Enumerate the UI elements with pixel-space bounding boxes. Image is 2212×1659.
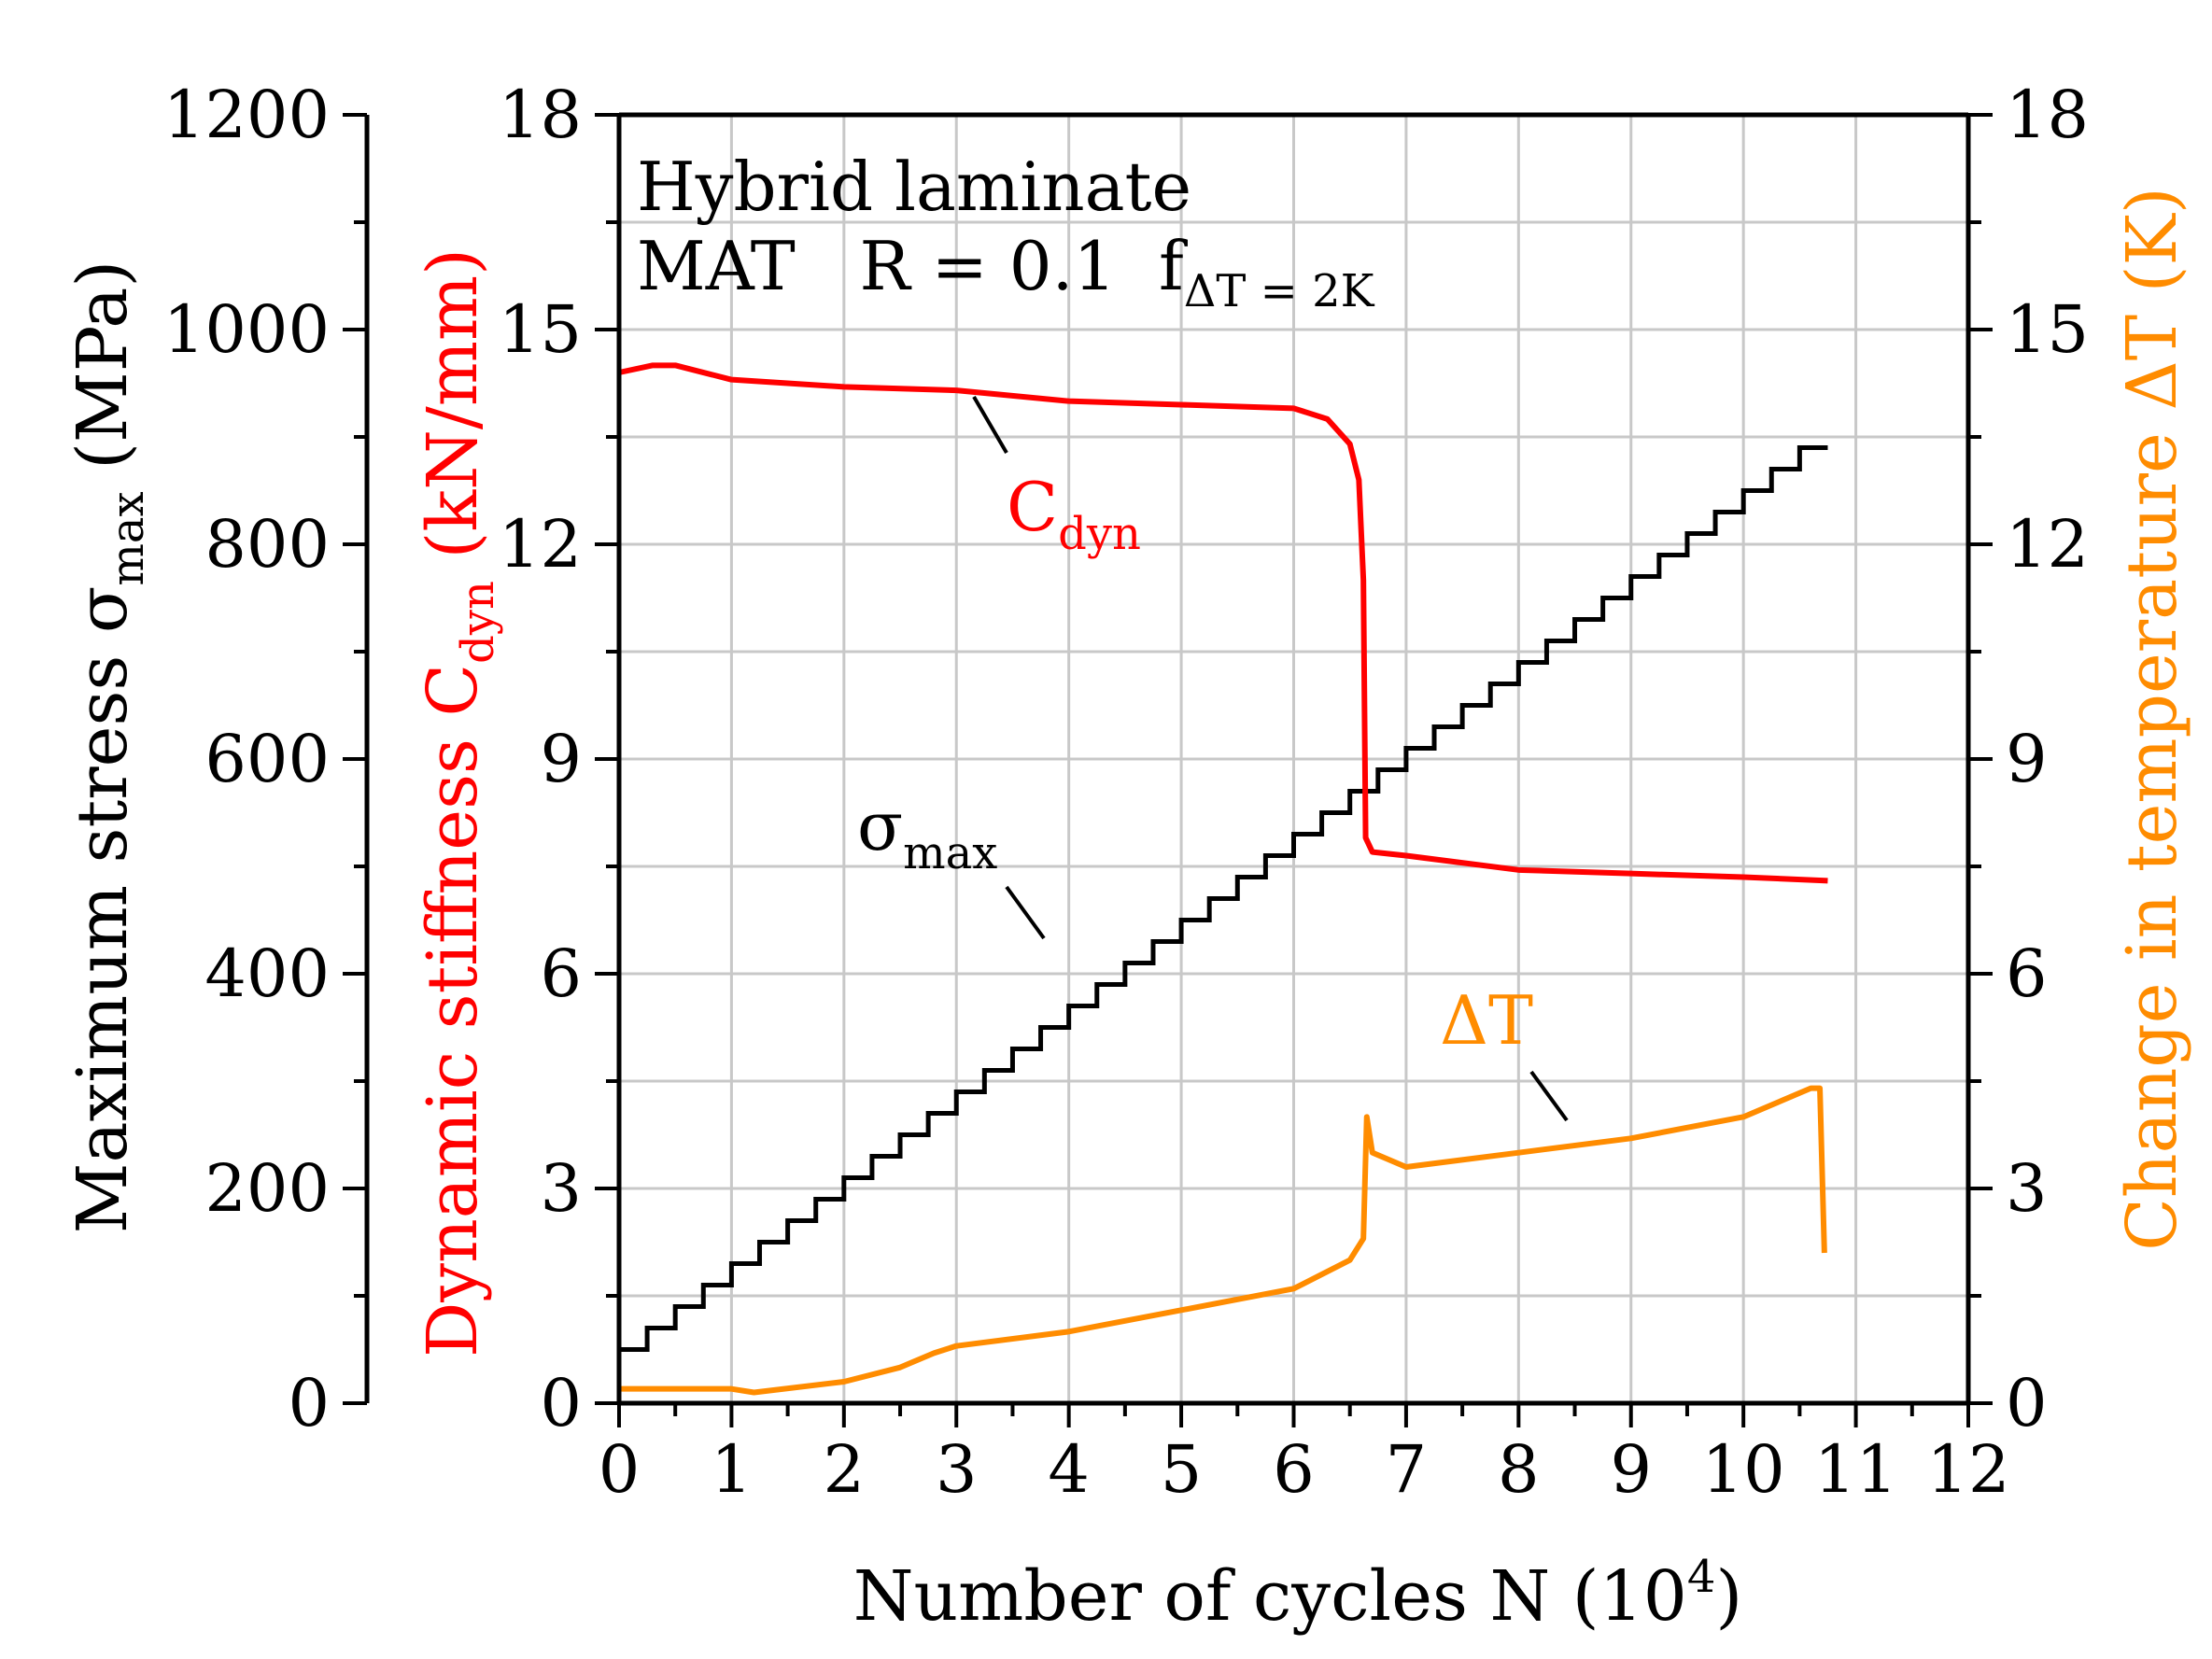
x-tick-label: 4 <box>1048 1431 1090 1508</box>
x-axis-title: Number of cycles N (104) <box>853 1551 1742 1637</box>
stress-tick-label: 1000 <box>163 291 330 368</box>
annotation-cdyn: Cdyn <box>1007 468 1141 560</box>
x-tick-label: 11 <box>1814 1431 1897 1508</box>
temperature-tick-label: 6 <box>2006 935 2048 1012</box>
x-tick-label: 2 <box>824 1431 866 1508</box>
temperature-tick-label: 12 <box>2006 506 2089 583</box>
axes: 0 1 2 3 4 5 6 7 8 9 10 11 12036912151802004006008001… <box>163 77 2089 1508</box>
stress-axis-title: Maximum stress σmax (MPa) <box>63 260 154 1234</box>
stress-tick-label: 600 <box>204 721 330 797</box>
x-tick-label: 5 <box>1161 1431 1203 1508</box>
x-tick-label: 8 <box>1498 1431 1540 1508</box>
stress-tick-label: 400 <box>204 935 330 1012</box>
stiffness-axis-title-main: Dynamic stiffness C <box>413 664 493 1357</box>
series-cdyn <box>618 362 1828 884</box>
temperature-tick-label: 9 <box>2006 721 2048 797</box>
x-tick-label: 12 <box>1926 1431 2009 1508</box>
leader-sigma <box>1005 885 1046 940</box>
stress-tick-label: 200 <box>204 1150 330 1227</box>
title-line-1: Hybrid laminate <box>637 148 1191 226</box>
grid <box>619 115 1968 1403</box>
leader-cdyn <box>972 395 1008 455</box>
annotation-cdyn-sub: dyn <box>1058 508 1141 560</box>
stress-tick-label: 1200 <box>163 77 330 153</box>
title-line-2: MAT R = 0.1 fΔT = 2K <box>637 227 1375 317</box>
x-tick-label: 9 <box>1610 1431 1652 1508</box>
temperature-tick-label: 15 <box>2006 291 2089 368</box>
stiffness-tick-label: 18 <box>499 77 582 153</box>
x-tick-label: 0 <box>599 1431 641 1508</box>
x-tick-label: 6 <box>1273 1431 1315 1508</box>
temperature-tick-label: 3 <box>2006 1150 2048 1227</box>
annotation-sigma: σmax <box>857 787 997 879</box>
annotation-sigma-main: σ <box>857 787 903 865</box>
stress-axis-title-end: (MPa) <box>63 260 143 492</box>
x-axis-title-sup: 4 <box>1687 1551 1716 1603</box>
stiffness-axis-title: Dynamic stiffness Cdyn (kN/mm) <box>413 248 504 1357</box>
series-delta-t <box>619 1085 1827 1396</box>
stiffness-tick-label: 0 <box>540 1365 582 1441</box>
x-tick-label: 1 <box>711 1431 753 1508</box>
x-axis-title-end: ) <box>1715 1556 1742 1637</box>
annotation-cdyn-main: C <box>1007 468 1058 546</box>
x-axis-title-main: Number of cycles N (10 <box>853 1556 1687 1637</box>
stress-axis-title-sub: max <box>102 491 154 585</box>
x-tick-label: 10 <box>1702 1431 1785 1508</box>
x-tick-label: 3 <box>936 1431 978 1508</box>
stiffness-tick-label: 12 <box>499 506 582 583</box>
temperature-axis-title: Change in temperature ΔT (K) <box>2112 187 2192 1250</box>
stiffness-tick-label: 3 <box>540 1150 582 1227</box>
leader-dt <box>1529 1070 1569 1122</box>
stiffness-tick-label: 6 <box>540 935 582 1012</box>
series-layer <box>618 362 1828 1396</box>
temperature-tick-label: 18 <box>2006 77 2089 153</box>
title-line-2-main: MAT R = 0.1 f <box>637 227 1188 305</box>
stiffness-tick-label: 9 <box>540 721 582 797</box>
annotation-dt: ΔT <box>1440 981 1533 1060</box>
title-line-2-sub: ΔT = 2K <box>1184 265 1375 317</box>
series-sigma-max <box>619 445 1828 1352</box>
stress-tick-label: 0 <box>288 1365 330 1441</box>
stiffness-axis-title-sub: dyn <box>452 581 504 664</box>
x-tick-label: 7 <box>1386 1431 1428 1508</box>
stress-axis-title-main: Maximum stress σ <box>63 586 143 1234</box>
annotation-sigma-sub: max <box>903 827 997 879</box>
stress-tick-label: 800 <box>204 506 330 583</box>
temperature-tick-label: 0 <box>2006 1365 2048 1441</box>
stiffness-tick-label: 15 <box>499 291 582 368</box>
stiffness-axis-title-end: (kN/mm) <box>413 248 493 581</box>
